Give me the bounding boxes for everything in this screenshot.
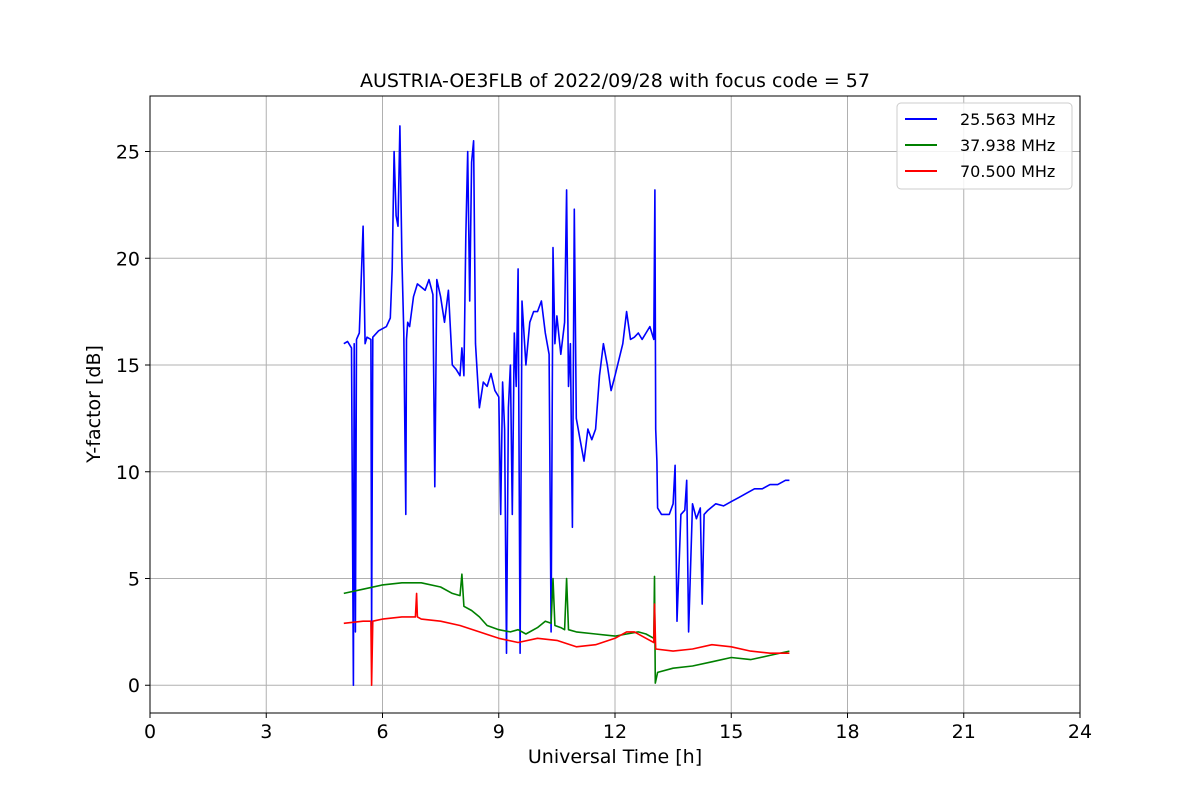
chart-title: AUSTRIA-OE3FLB of 2022/09/28 with focus … bbox=[360, 70, 870, 92]
x-tick-label: 24 bbox=[1068, 721, 1092, 743]
series-line-2 bbox=[343, 573, 790, 684]
x-tick-label: 21 bbox=[952, 721, 976, 743]
x-tick-label: 3 bbox=[260, 721, 272, 743]
x-tick-label: 15 bbox=[719, 721, 743, 743]
legend-label: 70.500 MHz bbox=[960, 162, 1055, 181]
x-axis: 0 3 6 9 12 15 18 21 24 bbox=[144, 713, 1092, 743]
y-axis: 0 5 10 15 20 25 bbox=[116, 142, 150, 697]
x-axis-label: Universal Time [h] bbox=[528, 746, 702, 768]
x-tick-label: 6 bbox=[376, 721, 388, 743]
series-line-1 bbox=[343, 125, 790, 687]
y-tick-label: 5 bbox=[128, 568, 140, 590]
series-line-3 bbox=[343, 592, 790, 687]
y-tick-label: 25 bbox=[116, 142, 140, 164]
series-group bbox=[343, 125, 790, 687]
x-tick-label: 9 bbox=[493, 721, 505, 743]
y-tick-label: 10 bbox=[116, 462, 140, 484]
x-tick-label: 0 bbox=[144, 721, 156, 743]
y-tick-label: 20 bbox=[116, 248, 140, 270]
x-tick-label: 18 bbox=[835, 721, 859, 743]
y-axis-label: Y-factor [dB] bbox=[83, 345, 105, 464]
x-tick-label: 12 bbox=[603, 721, 627, 743]
y-tick-label: 15 bbox=[116, 355, 140, 377]
legend: 25.563 MHz 37.938 MHz 70.500 MHz bbox=[896, 102, 1073, 190]
legend-label: 37.938 MHz bbox=[960, 136, 1055, 155]
legend-label: 25.563 MHz bbox=[960, 110, 1055, 129]
legend-box bbox=[896, 102, 1073, 190]
y-tick-label: 0 bbox=[128, 675, 140, 697]
